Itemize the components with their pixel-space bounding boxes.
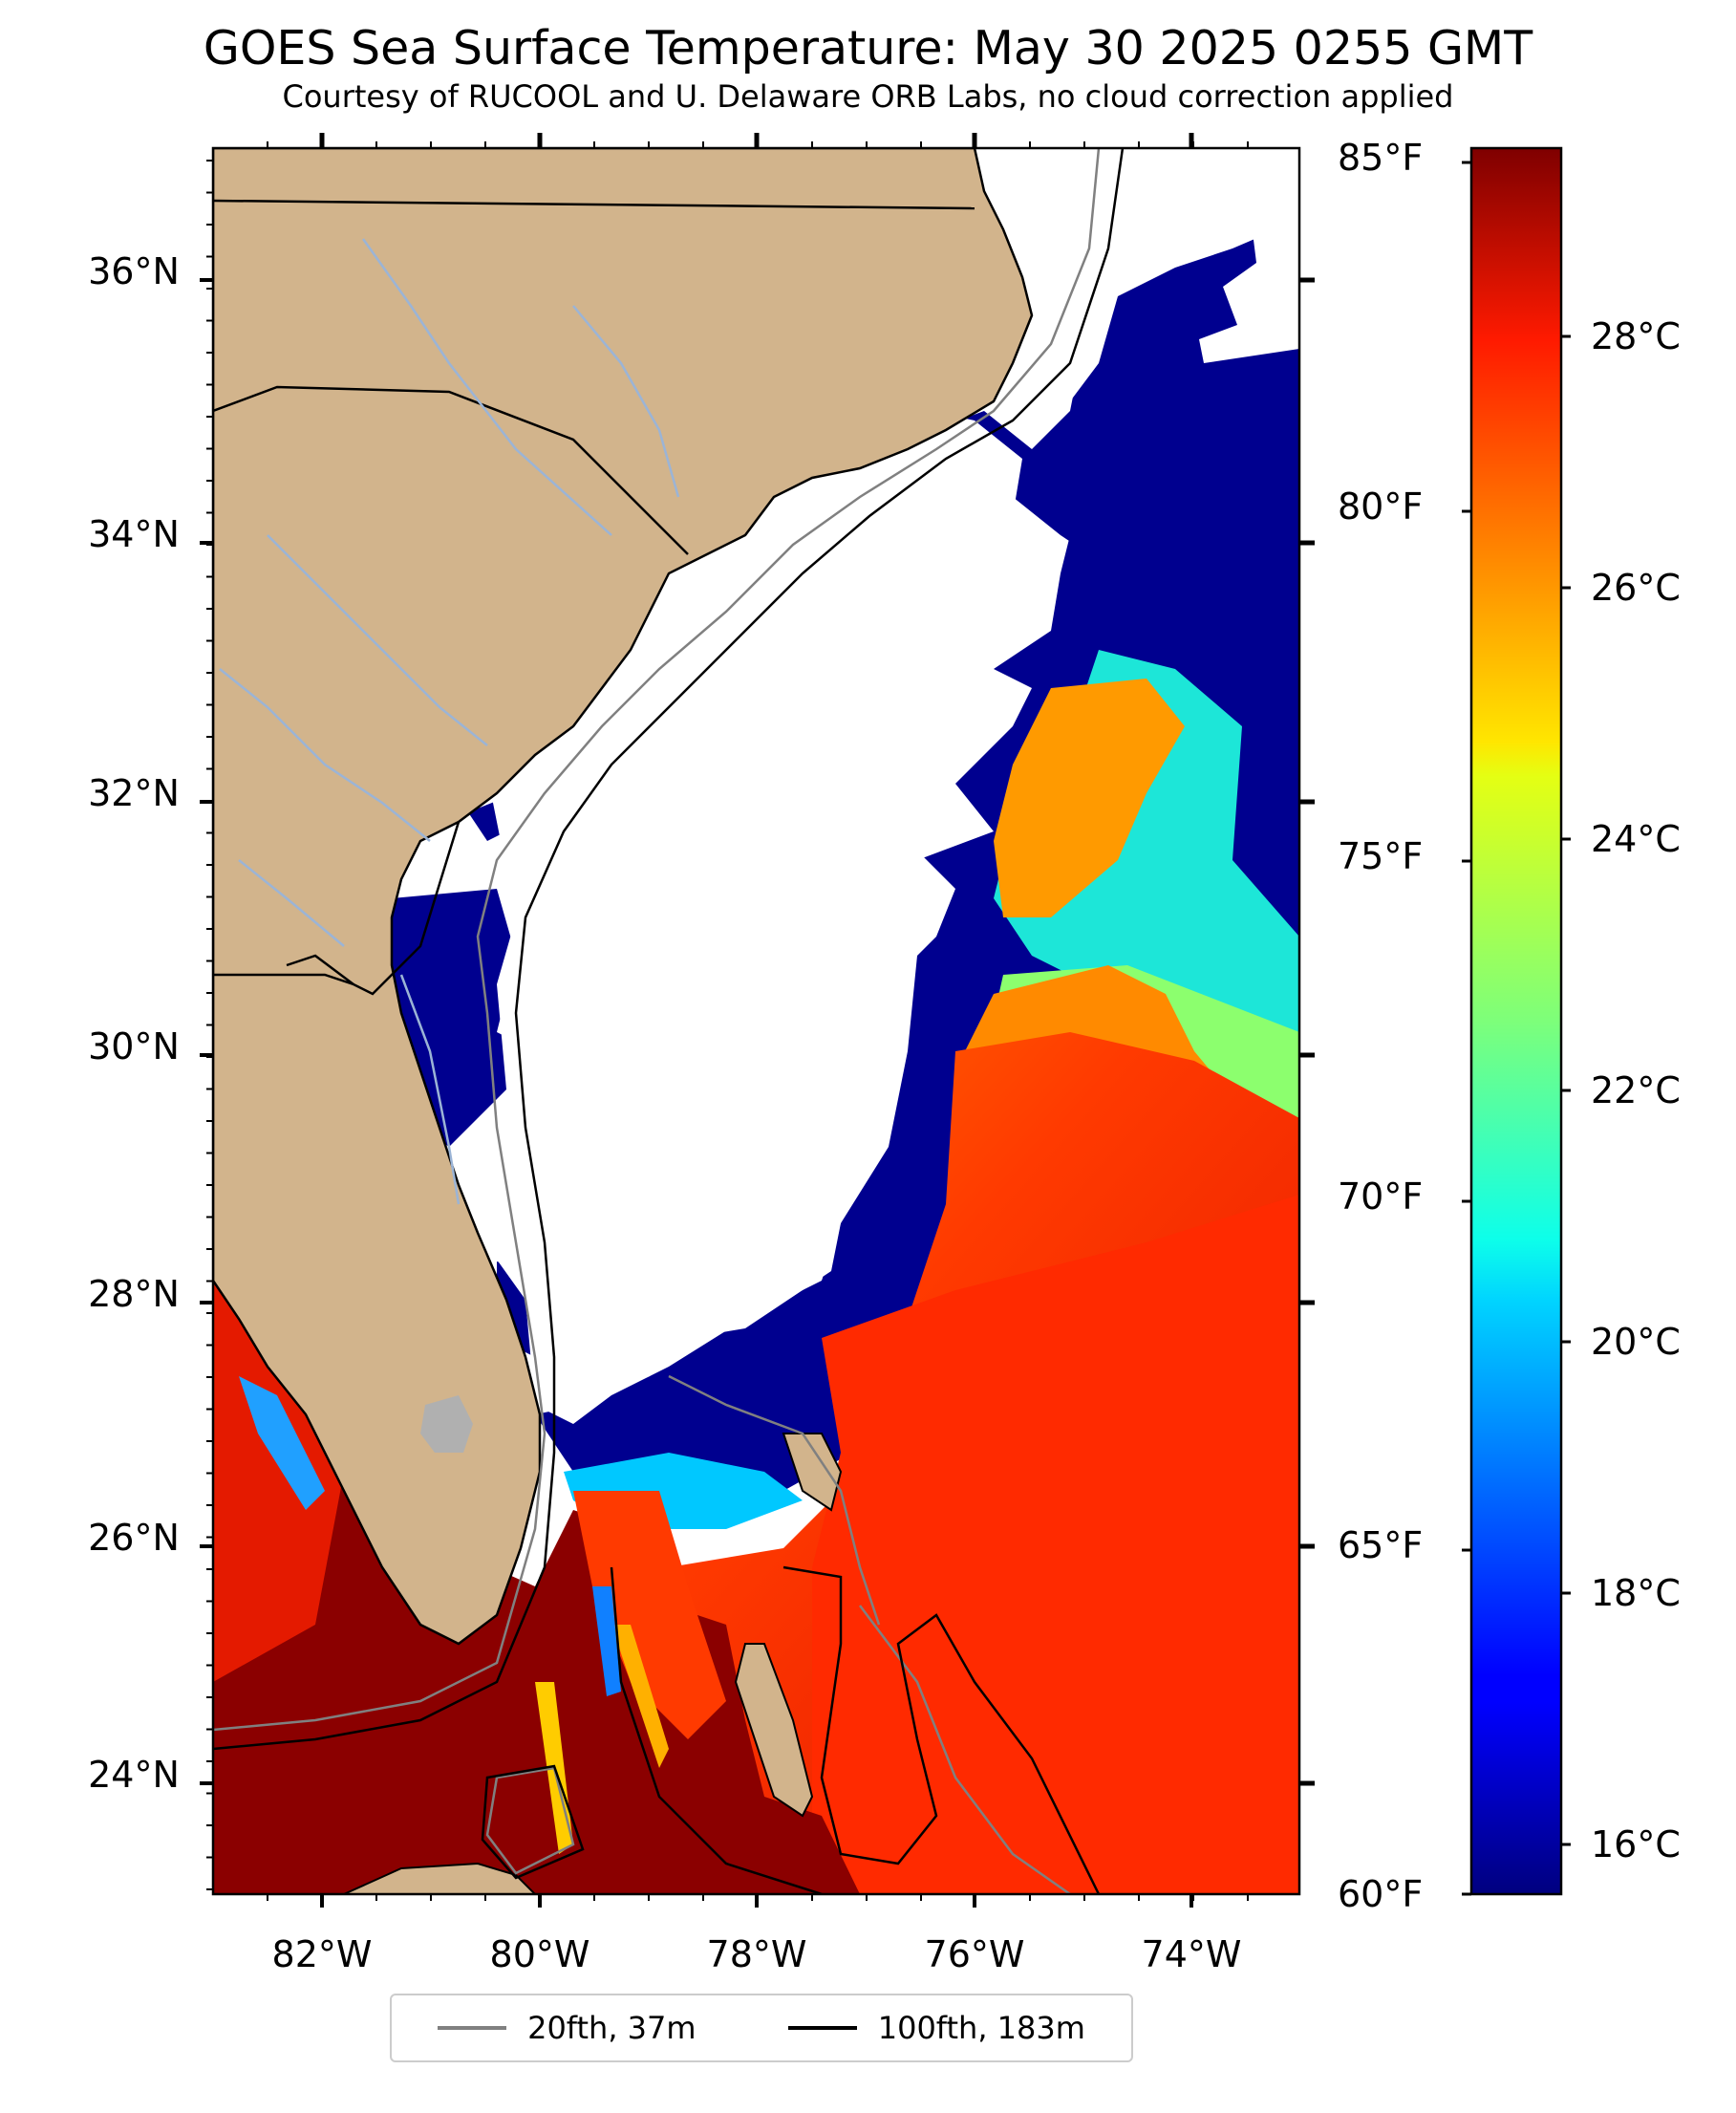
lake-okeechobee (420, 1395, 473, 1453)
legend-label: 20fth, 37m (527, 2010, 697, 2046)
lat-labels: 36°N 34°N 32°N 30°N 28°N 26°N 24°N (88, 250, 180, 1796)
sst-hot-red-west (213, 1271, 344, 1682)
land-abaco (782, 1433, 843, 1512)
lat-tick-label: 32°N (88, 772, 180, 814)
gray-line-icon (438, 2026, 507, 2030)
sst-hot-red-strip (573, 1491, 726, 1739)
sst-very-hot-darkred (213, 1242, 860, 1894)
lat-tick-label: 34°N (88, 513, 180, 555)
fahrenheit-tick-label: 75°F (1338, 835, 1423, 877)
celsius-tick-label: 26°C (1591, 567, 1681, 609)
fahrenheit-tick-label: 80°F (1338, 485, 1423, 528)
land-andros (734, 1643, 814, 1818)
lat-tick-label: 36°N (88, 250, 180, 292)
lon-labels: 82°W 80°W 78°W 76°W 74°W (272, 1933, 1242, 1975)
black-line-icon (787, 2026, 857, 2030)
land-cuba-north (343, 1862, 537, 1894)
sst-warm-streak (611, 1625, 669, 1768)
legend-item-100fth: 100fth, 183m (787, 2010, 1085, 2046)
legend-label: 100fth, 183m (877, 2010, 1085, 2046)
map-title: GOES Sea Surface Temperature: May 30 202… (203, 21, 1533, 75)
lat-tick-label: 24°N (88, 1754, 180, 1796)
sst-cold-water (946, 225, 1299, 573)
isobath-20fth (213, 148, 1101, 1894)
lat-tick-label: 26°N (88, 1517, 180, 1559)
isobath-legend: 20fth, 37m 100fth, 183m (390, 1994, 1133, 2062)
sst-hot-red-2 (812, 1195, 1299, 1894)
lon-tick-label: 76°W (925, 1933, 1025, 1975)
lat-tick-label: 28°N (88, 1273, 180, 1315)
legend-item-20fth: 20fth, 37m (438, 2010, 697, 2046)
lat-tick-label: 30°N (88, 1025, 180, 1067)
colorbar-ticks (1462, 161, 1571, 1896)
celsius-tick-label: 20°C (1591, 1321, 1681, 1363)
celsius-tick-label: 18°C (1591, 1572, 1681, 1614)
celsius-tick-label: 16°C (1591, 1823, 1681, 1865)
fahrenheit-tick-label: 60°F (1338, 1873, 1423, 1915)
map-ticks (200, 133, 1315, 1908)
colorbar (1469, 146, 1563, 1896)
cloud-block-north (955, 148, 1299, 440)
fahrenheit-tick-label: 70°F (1338, 1175, 1423, 1218)
celsius-labels: 28°C 26°C 24°C 22°C 20°C 18°C 16°C (1591, 315, 1681, 1865)
sst-cool-streak-2 (592, 1586, 621, 1696)
celsius-tick-label: 22°C (1591, 1069, 1681, 1111)
lon-tick-label: 82°W (272, 1933, 373, 1975)
lon-tick-label: 78°W (707, 1933, 807, 1975)
fahrenheit-tick-label: 85°F (1338, 137, 1423, 179)
lon-tick-label: 80°W (490, 1933, 590, 1975)
state-borders (213, 199, 975, 996)
lon-tick-label: 74°W (1142, 1933, 1242, 1975)
sst-warm-orange (994, 679, 1185, 917)
map-area (213, 148, 1299, 1894)
celsius-tick-label: 24°C (1591, 818, 1681, 860)
rivers (219, 238, 680, 1205)
fahrenheit-labels: 85°F 80°F 75°F 70°F 65°F 60°F (1338, 137, 1423, 1915)
isobath-100fth (213, 148, 1125, 1894)
land-mainland (213, 148, 1034, 1646)
fahrenheit-tick-label: 65°F (1338, 1524, 1423, 1566)
map-subtitle: Courtesy of RUCOOL and U. Delaware ORB L… (282, 78, 1454, 115)
sst-cool-streak (239, 1376, 325, 1510)
celsius-tick-label: 28°C (1591, 315, 1681, 357)
